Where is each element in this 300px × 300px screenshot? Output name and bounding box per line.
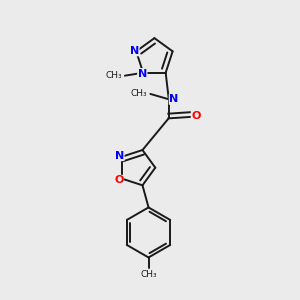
Text: N: N [130, 46, 139, 56]
Text: O: O [191, 111, 201, 121]
Text: N: N [169, 94, 178, 104]
Text: O: O [114, 175, 124, 185]
Text: CH₃: CH₃ [105, 71, 122, 80]
Text: CH₃: CH₃ [140, 270, 157, 279]
Text: CH₃: CH₃ [131, 89, 147, 98]
Text: N: N [138, 69, 147, 79]
Text: N: N [115, 151, 124, 160]
